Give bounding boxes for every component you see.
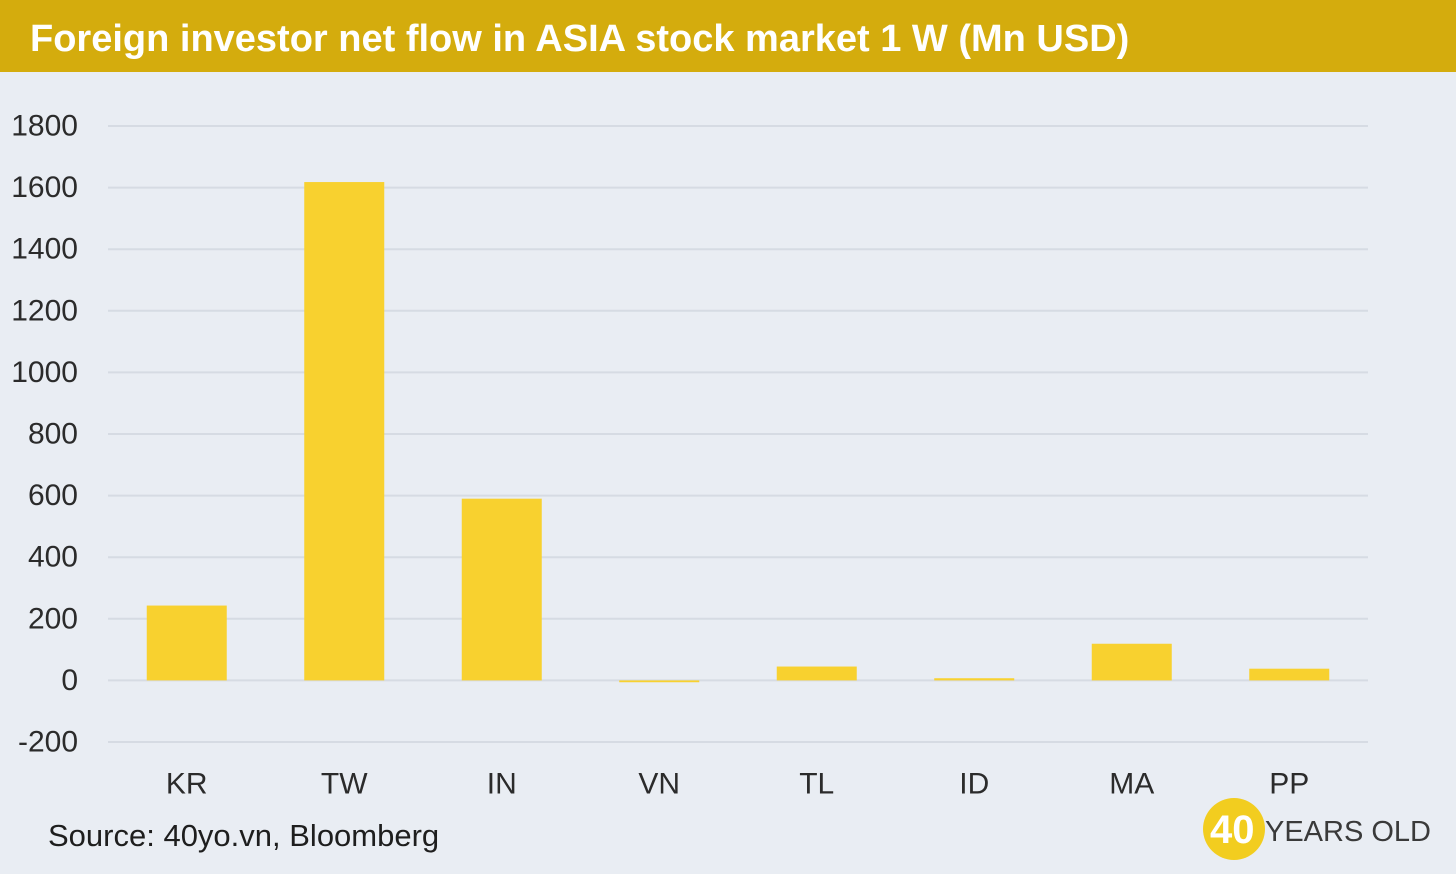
title-bar: Foreign investor net flow in ASIA stock … [0, 0, 1456, 72]
x-tick-label: VN [638, 768, 680, 801]
y-tick-label: 1800 [11, 110, 78, 143]
grid-lines [108, 125, 1368, 743]
bar-in [461, 498, 542, 681]
y-tick-label: 0 [61, 664, 78, 697]
bar-tw [304, 182, 385, 681]
logo-circle-icon [1203, 798, 1265, 860]
bar-tl [776, 666, 857, 681]
y-tick-label: 400 [28, 541, 78, 574]
x-tick-label: ID [959, 768, 989, 801]
y-tick-label: 1000 [11, 356, 78, 389]
y-tick-label: 1200 [11, 294, 78, 327]
x-tick-label: IN [487, 768, 517, 801]
y-tick-label: 1600 [11, 171, 78, 204]
y-tick-label: 800 [28, 418, 78, 451]
y-axis-tick-labels: -200 0 200 400 600 800 1000 1200 1400 1600 1800 [11, 110, 78, 759]
logo-text: YEARS OLD [1265, 816, 1431, 848]
y-tick-label: 200 [28, 602, 78, 635]
x-tick-label: TL [799, 768, 834, 801]
bars [146, 182, 1330, 683]
x-tick-label: PP [1269, 768, 1309, 801]
x-tick-label: MA [1109, 768, 1154, 801]
y-tick-label: 600 [28, 479, 78, 512]
x-tick-label: TW [321, 768, 368, 801]
chart-title: Foreign investor net flow in ASIA stock … [30, 18, 1130, 60]
x-tick-label: KR [166, 768, 208, 801]
bar-pp [1249, 668, 1330, 681]
bar-ma [1091, 643, 1172, 681]
source-note: Source: 40yo.vn, Bloomberg [48, 818, 440, 853]
bar-kr [146, 605, 227, 681]
y-tick-label: -200 [18, 726, 78, 759]
bar-chart: -200 0 200 400 600 800 1000 1200 1400 1600 1800 KR… [11, 110, 1368, 801]
bar-id [934, 678, 1015, 681]
bar-vn [619, 680, 700, 683]
logo-number: 40 [1210, 808, 1255, 852]
x-axis-tick-labels: KR TW IN VN TL ID MA PP [166, 768, 1309, 801]
y-tick-label: 1400 [11, 233, 78, 266]
brand-logo: 40 YEARS OLD [1203, 798, 1443, 862]
